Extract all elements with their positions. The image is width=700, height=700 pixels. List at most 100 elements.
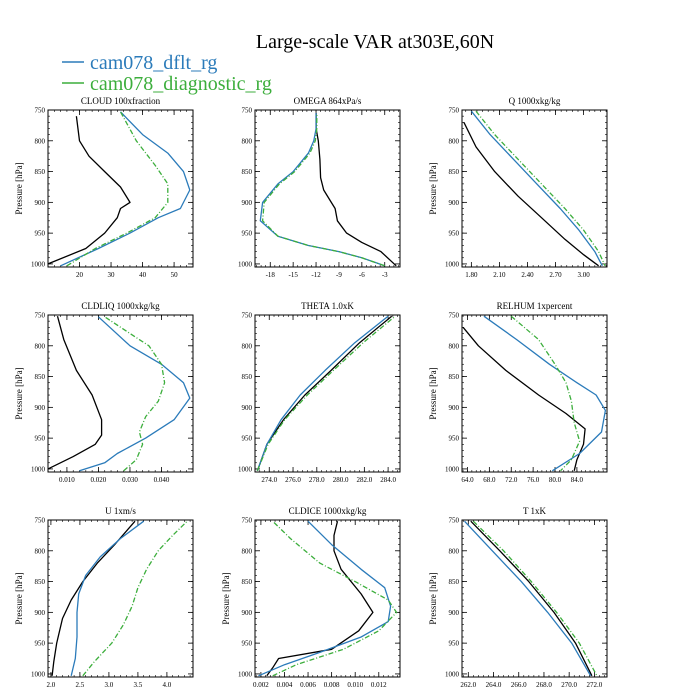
y-tick-label: 850 [242,168,253,176]
series-line-diagnostic [261,113,385,267]
x-tick-label: 1.80 [465,271,478,279]
series-line-diagnostic [510,315,581,472]
plot-frame [254,519,401,678]
y-tick-label: 900 [35,199,46,207]
series-line-reference [47,316,103,470]
x-tick-label: 262.0 [460,681,476,689]
x-tick-label: 284.0 [380,476,396,484]
y-tick-label: 1000 [445,465,460,473]
x-tick-label: 3.00 [577,271,590,279]
y-tick-label: 1000 [238,465,253,473]
y-tick-label: 750 [242,107,253,115]
x-tick-label: 280.0 [333,476,349,484]
y-tick-label: 750 [35,312,46,320]
x-tick-label: 2.5 [76,681,85,689]
y-tick-label: 1000 [445,260,460,268]
plot-frame [461,314,608,473]
y-axis-label: Pressure [hPa] [428,367,438,419]
x-tick-label: 72.0 [505,476,518,484]
plot-frame [254,109,401,268]
series-line-diagnostic [256,315,396,472]
panel-6: RELHUM 1xpercent Pressure [hPa] 64.0 68.0 72… [428,301,608,484]
series-line-diagnostic [104,316,166,472]
x-tick-label: 4.0 [163,681,172,689]
y-axis-label: Pressure [hPa] [221,572,231,624]
x-tick-label: -15 [288,271,298,279]
x-tick-label: 2.40 [521,271,534,279]
series-line-dflt [483,315,607,472]
y-tick-label: 900 [242,199,253,207]
panel-3: Q 1000xkg/kg Pressure [hPa] 1.80 2.10 2.40 2.… [428,96,608,279]
y-tick-label: 950 [242,640,253,648]
y-tick-label: 850 [242,373,253,381]
x-tick-label: 50 [171,271,179,279]
panel-title: T 1xK [523,506,547,516]
series-line-dflt [79,316,191,472]
x-tick-label: 2.0 [47,681,56,689]
y-tick-label: 900 [35,609,46,617]
x-tick-label: 272.0 [587,681,603,689]
plot-frame [47,109,194,268]
y-tick-label: 750 [35,517,46,525]
series-line-reference [470,520,593,677]
y-tick-label: 950 [449,435,460,443]
y-tick-label: 1000 [238,670,253,678]
x-tick-label: 0.008 [324,681,340,689]
x-tick-label: 274.0 [261,476,277,484]
legend-label-dflt: cam078_dflt_rg [90,52,217,74]
y-axis-label: Pressure [hPa] [428,162,438,214]
plot-frame [461,519,608,678]
x-tick-label: 276.0 [285,476,301,484]
x-tick-label: 282.0 [356,476,372,484]
series-line-dflt [259,113,385,267]
x-tick-label: 68.0 [483,476,496,484]
legend: cam078_dflt_rg cam078_diagnostic_rg [62,52,272,95]
x-tick-label: 40 [139,271,147,279]
y-tick-label: 750 [242,312,253,320]
y-tick-label: 750 [449,517,460,525]
x-tick-label: 268.0 [536,681,552,689]
y-tick-label: 900 [242,404,253,412]
y-tick-label: 1000 [31,670,46,678]
y-tick-label: 900 [449,404,460,412]
y-tick-label: 900 [35,404,46,412]
x-tick-label: -3 [382,271,388,279]
y-tick-label: 950 [242,230,253,238]
series-line-dflt [60,111,191,267]
y-tick-label: 950 [449,230,460,238]
x-tick-label: -18 [266,271,276,279]
series-line-reference [463,122,599,267]
y-tick-label: 950 [35,435,46,443]
x-tick-label: 0.002 [253,681,269,689]
x-tick-label: 278.0 [309,476,325,484]
y-axis-label: Pressure [hPa] [14,367,24,419]
x-tick-label: 20 [76,271,84,279]
x-tick-label: 84.0 [571,476,584,484]
panel-2: OMEGA 864xPa/s -18 -15 -12 -9 -6 -3 750 800 850 90… [238,96,401,279]
y-tick-label: 1000 [445,670,460,678]
panel-title: CLDLIQ 1000xkg/kg [81,301,160,311]
y-tick-label: 800 [449,137,460,145]
x-tick-label: 264.0 [486,681,502,689]
legend-label-diagnostic: cam078_diagnostic_rg [90,73,272,95]
y-tick-label: 750 [242,517,253,525]
y-tick-label: 750 [35,107,46,115]
panel-title: THETA 1.0xK [301,301,354,311]
x-tick-label: 64.0 [461,476,474,484]
x-tick-label: -12 [311,271,321,279]
series-line-dflt [256,315,389,472]
y-tick-label: 800 [449,547,460,555]
panel-8: CLDICE 1000xkg/kg Pressure [hPa] 0.002 0.00… [221,506,401,689]
x-tick-label: 2.70 [549,271,562,279]
y-tick-label: 1000 [31,260,46,268]
series-line-dflt [70,520,145,676]
x-tick-label: 0.012 [371,681,387,689]
x-tick-label: 2.10 [493,271,506,279]
y-tick-label: 850 [35,168,46,176]
x-tick-label: 3.0 [105,681,114,689]
y-tick-label: 1000 [31,465,46,473]
series-line-diagnostic [82,520,188,677]
x-tick-label: 0.020 [91,476,107,484]
y-tick-label: 800 [35,137,46,145]
series-line-reference [256,315,393,472]
